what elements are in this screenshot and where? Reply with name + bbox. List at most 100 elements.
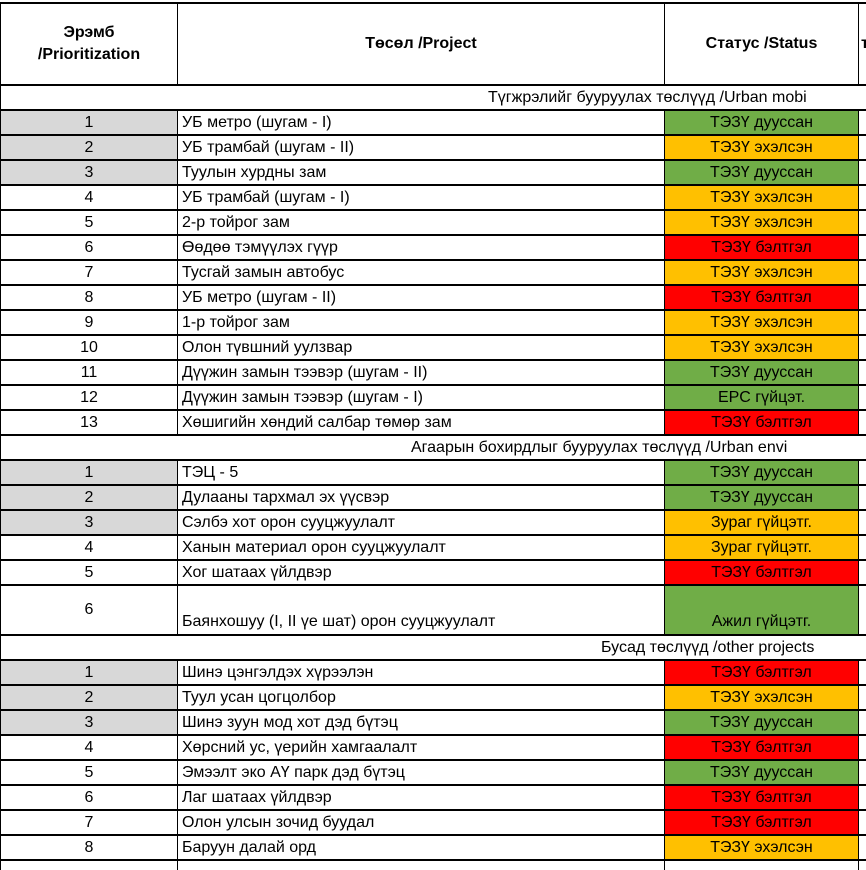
project-cell[interactable]: Дүүжин замын тээвэр (шугам - II) bbox=[178, 361, 665, 386]
row-number-cell[interactable]: 1 bbox=[1, 461, 178, 486]
partial-column-cell[interactable] bbox=[859, 186, 866, 211]
empty-cell[interactable] bbox=[1, 861, 178, 870]
partial-column-cell[interactable] bbox=[859, 411, 866, 436]
row-number-cell[interactable]: 13 bbox=[1, 411, 178, 436]
project-cell[interactable]: Туулын хурдны зам bbox=[178, 161, 665, 186]
status-cell[interactable]: ТЭЗҮ бэлтгэл bbox=[665, 236, 859, 261]
project-cell[interactable]: УБ трамбай (шугам - I) bbox=[178, 186, 665, 211]
project-cell[interactable]: Хөрсний ус, үерийн хамгаалалт bbox=[178, 736, 665, 761]
project-cell[interactable]: Баянхошуу (I, II үе шат) орон сууцжуулал… bbox=[178, 586, 665, 636]
status-cell[interactable]: ТЭЗҮ бэлтгэл bbox=[665, 411, 859, 436]
project-cell[interactable]: УБ трамбай (шугам - II) bbox=[178, 136, 665, 161]
column-header-project[interactable]: Төсөл /Project bbox=[178, 4, 665, 86]
status-cell[interactable]: ТЭЗҮ дууссан bbox=[665, 111, 859, 136]
status-cell[interactable]: ТЭЗҮ дууссан bbox=[665, 361, 859, 386]
column-header-status[interactable]: Статус /Status bbox=[665, 4, 859, 86]
project-cell[interactable]: 2-р тойрог зам bbox=[178, 211, 665, 236]
section-header-cell[interactable]: Бусад төслүүд /other projects bbox=[1, 636, 866, 661]
status-cell[interactable]: ТЭЗҮ дууссан bbox=[665, 711, 859, 736]
project-cell[interactable]: УБ метро (шугам - II) bbox=[178, 286, 665, 311]
row-number-cell[interactable]: 8 bbox=[1, 286, 178, 311]
partial-column-cell[interactable] bbox=[859, 511, 866, 536]
partial-column-cell[interactable] bbox=[859, 386, 866, 411]
row-number-cell[interactable]: 5 bbox=[1, 761, 178, 786]
partial-column-cell[interactable] bbox=[859, 761, 866, 786]
partial-column-cell[interactable] bbox=[859, 261, 866, 286]
empty-cell[interactable] bbox=[665, 861, 859, 870]
partial-column-cell[interactable] bbox=[859, 486, 866, 511]
partial-column-cell[interactable] bbox=[859, 161, 866, 186]
row-number-cell[interactable]: 3 bbox=[1, 711, 178, 736]
partial-column-cell[interactable] bbox=[859, 836, 866, 861]
column-header-partial[interactable]: т bbox=[859, 4, 866, 86]
partial-column-cell[interactable] bbox=[859, 111, 866, 136]
status-cell[interactable]: ТЭЗҮ эхэлсэн bbox=[665, 836, 859, 861]
partial-column-cell[interactable] bbox=[859, 661, 866, 686]
row-number-cell[interactable]: 2 bbox=[1, 136, 178, 161]
section-header-cell[interactable]: Агаарын бохирдлыг бууруулах төслүүд /Urb… bbox=[1, 436, 866, 461]
row-number-cell[interactable]: 7 bbox=[1, 811, 178, 836]
row-number-cell[interactable]: 4 bbox=[1, 186, 178, 211]
row-number-cell[interactable]: 2 bbox=[1, 686, 178, 711]
status-cell[interactable]: Зураг гүйцэтг. bbox=[665, 511, 859, 536]
row-number-cell[interactable]: 9 bbox=[1, 311, 178, 336]
status-cell[interactable]: ТЭЗҮ дууссан bbox=[665, 486, 859, 511]
project-cell[interactable]: Олон түвшний уулзвар bbox=[178, 336, 665, 361]
project-cell[interactable]: Дүүжин замын тээвэр (шугам - I) bbox=[178, 386, 665, 411]
row-number-cell[interactable]: 2 bbox=[1, 486, 178, 511]
row-number-cell[interactable]: 6 bbox=[1, 586, 178, 636]
partial-column-cell[interactable] bbox=[859, 461, 866, 486]
status-cell[interactable]: ТЭЗҮ эхэлсэн bbox=[665, 311, 859, 336]
partial-column-cell[interactable] bbox=[859, 786, 866, 811]
row-number-cell[interactable]: 3 bbox=[1, 161, 178, 186]
partial-column-cell[interactable] bbox=[859, 236, 866, 261]
status-cell[interactable]: ТЭЗҮ дууссан bbox=[665, 461, 859, 486]
column-header-prioritization[interactable]: Эрэмб /Prioritization bbox=[1, 4, 178, 86]
row-number-cell[interactable]: 6 bbox=[1, 236, 178, 261]
empty-cell[interactable] bbox=[178, 861, 665, 870]
project-cell[interactable]: Баруун далай орд bbox=[178, 836, 665, 861]
project-cell[interactable]: Өөдөө тэмүүлэх гүүр bbox=[178, 236, 665, 261]
project-cell[interactable]: Олон улсын зочид буудал bbox=[178, 811, 665, 836]
partial-column-cell[interactable] bbox=[859, 811, 866, 836]
partial-column-cell[interactable] bbox=[859, 311, 866, 336]
status-cell[interactable]: ТЭЗҮ эхэлсэн bbox=[665, 211, 859, 236]
status-cell[interactable]: ТЭЗҮ бэлтгэл bbox=[665, 286, 859, 311]
status-cell[interactable]: ТЭЗҮ бэлтгэл bbox=[665, 786, 859, 811]
status-cell[interactable]: ТЭЗҮ бэлтгэл bbox=[665, 811, 859, 836]
row-number-cell[interactable]: 8 bbox=[1, 836, 178, 861]
project-cell[interactable]: 1-р тойрог зам bbox=[178, 311, 665, 336]
row-number-cell[interactable]: 4 bbox=[1, 736, 178, 761]
row-number-cell[interactable]: 6 bbox=[1, 786, 178, 811]
partial-column-cell[interactable] bbox=[859, 711, 866, 736]
project-cell[interactable]: Шинэ зуун мод хот дэд бүтэц bbox=[178, 711, 665, 736]
status-cell[interactable]: ТЭЗҮ эхэлсэн bbox=[665, 186, 859, 211]
status-cell[interactable]: ТЭЗҮ бэлтгэл bbox=[665, 736, 859, 761]
project-cell[interactable]: УБ метро (шугам - I) bbox=[178, 111, 665, 136]
partial-column-cell[interactable] bbox=[859, 211, 866, 236]
status-cell[interactable]: ТЭЗҮ эхэлсэн bbox=[665, 336, 859, 361]
status-cell[interactable]: Зураг гүйцэтг. bbox=[665, 536, 859, 561]
partial-column-cell[interactable] bbox=[859, 136, 866, 161]
partial-column-cell[interactable] bbox=[859, 561, 866, 586]
partial-column-cell[interactable] bbox=[859, 736, 866, 761]
partial-column-cell[interactable] bbox=[859, 586, 866, 636]
empty-cell[interactable] bbox=[859, 861, 866, 870]
status-cell[interactable]: ТЭЗҮ эхэлсэн bbox=[665, 686, 859, 711]
partial-column-cell[interactable] bbox=[859, 361, 866, 386]
project-cell[interactable]: Сэлбэ хот орон сууцжуулалт bbox=[178, 511, 665, 536]
row-number-cell[interactable]: 5 bbox=[1, 561, 178, 586]
project-cell[interactable]: Хог шатаах үйлдвэр bbox=[178, 561, 665, 586]
row-number-cell[interactable]: 4 bbox=[1, 536, 178, 561]
project-cell[interactable]: ТЭЦ - 5 bbox=[178, 461, 665, 486]
row-number-cell[interactable]: 3 bbox=[1, 511, 178, 536]
partial-column-cell[interactable] bbox=[859, 286, 866, 311]
status-cell[interactable]: Ажил гүйцэтг. bbox=[665, 586, 859, 636]
project-cell[interactable]: Шинэ цэнгэлдэх хүрээлэн bbox=[178, 661, 665, 686]
project-cell[interactable]: Тусгай замын автобус bbox=[178, 261, 665, 286]
project-cell[interactable]: Лаг шатаах үйлдвэр bbox=[178, 786, 665, 811]
status-cell[interactable]: ТЭЗҮ эхэлсэн bbox=[665, 136, 859, 161]
status-cell[interactable]: ТЭЗҮ бэлтгэл bbox=[665, 661, 859, 686]
row-number-cell[interactable]: 12 bbox=[1, 386, 178, 411]
partial-column-cell[interactable] bbox=[859, 336, 866, 361]
